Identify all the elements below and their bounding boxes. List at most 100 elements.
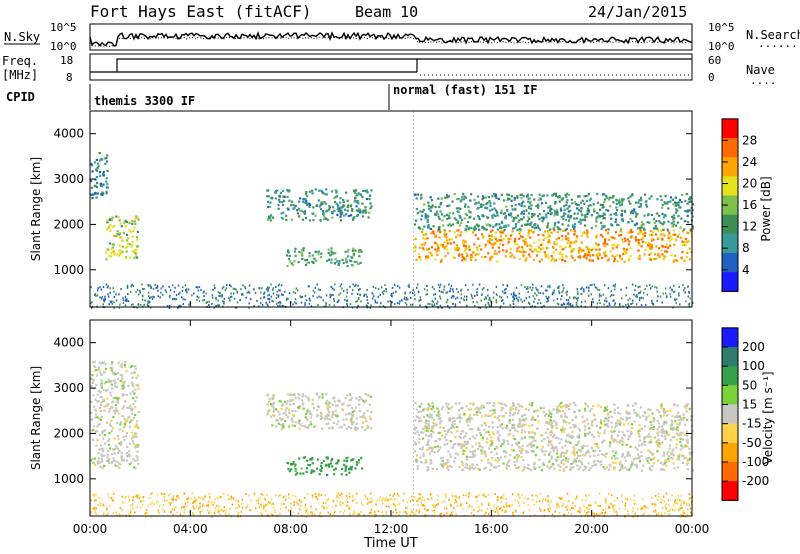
echo-cell: [324, 193, 327, 196]
echo-cell: [446, 248, 449, 251]
echo-cell: [271, 424, 274, 427]
cpid-mode-2: normal (fast) 151 IF: [393, 83, 538, 97]
echo-cell: [113, 253, 116, 256]
echo-cell: [100, 362, 103, 365]
echo-cell: [304, 259, 307, 262]
near-range-echo: [105, 283, 108, 286]
echo-cell: [447, 216, 451, 220]
echo-cell: [330, 247, 333, 250]
echo-cell: [502, 462, 505, 465]
echo-cell: [100, 396, 103, 399]
echo-cell: [604, 242, 607, 245]
echo-cell: [121, 245, 124, 248]
echo-cell: [662, 228, 665, 231]
echo-cell: [595, 444, 598, 447]
echo-cell: [595, 236, 598, 239]
echo-cell: [621, 431, 624, 434]
echo-cell: [294, 247, 297, 250]
near-range-echo: [224, 289, 227, 291]
echo-cell: [586, 254, 589, 257]
echo-cell: [619, 229, 622, 232]
near-range-echo: [577, 296, 580, 299]
echo-cell: [589, 254, 592, 257]
near-range-echo: [505, 288, 507, 290]
echo-cell: [431, 405, 434, 408]
near-range-echo: [485, 297, 488, 300]
near-range-echo: [455, 297, 457, 300]
near-range-echo: [156, 286, 159, 289]
echo-cell: [482, 196, 485, 199]
near-range-echo: [547, 285, 549, 288]
echo-cell: [618, 430, 621, 433]
echo-cell: [539, 433, 543, 437]
echo-cell: [626, 454, 629, 458]
echo-cell: [477, 410, 480, 413]
echo-cell: [131, 418, 134, 421]
echo-cell: [578, 409, 581, 412]
echo-cell: [468, 455, 471, 459]
echo-cell: [521, 248, 524, 251]
echo-cell: [597, 243, 600, 246]
echo-cell: [492, 432, 495, 436]
echo-cell: [558, 196, 561, 199]
echo-cell: [315, 250, 318, 253]
echo-cell: [496, 431, 499, 434]
near-range-echo: [253, 288, 255, 291]
echo-cell: [659, 229, 662, 232]
near-range-echo: [439, 304, 442, 307]
echo-cell: [111, 367, 114, 370]
echo-cell: [337, 420, 340, 423]
echo-cell: [322, 209, 325, 213]
echo-cell: [621, 443, 624, 446]
echo-cell: [648, 221, 651, 224]
echo-cell: [119, 222, 122, 225]
echo-cell: [584, 454, 587, 457]
echo-cell: [456, 197, 459, 201]
echo-cell: [668, 240, 672, 243]
echo-cell: [656, 212, 659, 215]
echo-cell: [303, 212, 306, 215]
echo-cell: [667, 207, 670, 210]
echo-cell: [629, 466, 632, 469]
echo-cell: [586, 432, 589, 435]
echo-cell: [553, 229, 556, 232]
echo-cell: [637, 238, 640, 242]
near-range-echo: [160, 291, 162, 294]
echo-cell: [656, 229, 660, 232]
echo-cell: [649, 258, 652, 261]
echo-cell: [672, 428, 675, 431]
echo-cell: [482, 428, 486, 431]
echo-cell: [507, 237, 510, 240]
echo-cell: [483, 245, 487, 249]
echo-cell: [430, 231, 433, 235]
echo-cell: [442, 426, 445, 430]
echo-cell: [522, 195, 525, 198]
echo-cell: [648, 441, 651, 444]
echo-cell: [113, 437, 116, 440]
near-range-echo: [147, 284, 150, 287]
near-range-echo: [280, 284, 283, 287]
echo-cell: [464, 443, 467, 446]
echo-cell: [298, 427, 301, 430]
near-range-echo: [131, 283, 133, 286]
echo-cell: [570, 254, 573, 257]
near-range-echo: [614, 288, 616, 291]
echo-cell: [460, 446, 463, 450]
near-range-echo: [460, 502, 463, 505]
echo-cell: [480, 407, 483, 410]
echo-cell: [342, 262, 345, 265]
echo-cell: [135, 436, 138, 439]
echo-cell: [488, 241, 491, 244]
echo-cell: [650, 439, 653, 442]
echo-cell: [578, 460, 581, 463]
echo-cell: [113, 448, 116, 451]
echo-cell: [451, 425, 455, 428]
echo-cell: [678, 206, 681, 209]
near-range-echo: [113, 301, 115, 304]
near-range-echo: [233, 297, 236, 300]
echo-cell: [594, 418, 597, 421]
echo-cell: [97, 162, 100, 165]
echo-cell: [465, 432, 468, 435]
echo-cell: [564, 228, 567, 232]
near-range-echo: [356, 306, 358, 309]
